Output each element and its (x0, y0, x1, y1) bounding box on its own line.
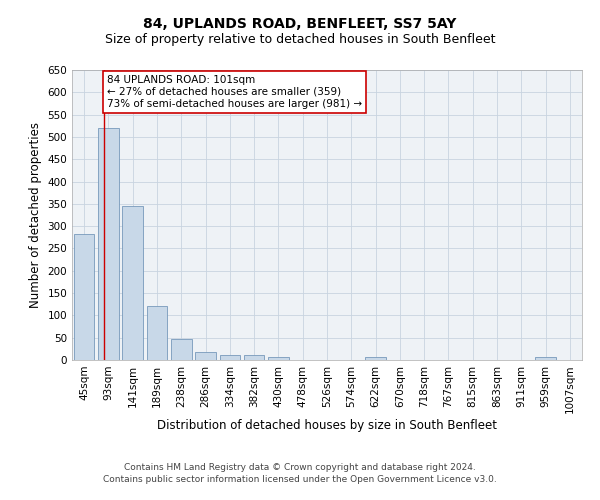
Text: 84, UPLANDS ROAD, BENFLEET, SS7 5AY: 84, UPLANDS ROAD, BENFLEET, SS7 5AY (143, 18, 457, 32)
Bar (122, 206, 143, 360)
Text: Contains HM Land Registry data © Crown copyright and database right 2024.: Contains HM Land Registry data © Crown c… (124, 464, 476, 472)
Y-axis label: Number of detached properties: Number of detached properties (29, 122, 42, 308)
Bar (74, 234, 94, 360)
Text: 84 UPLANDS ROAD: 101sqm
← 27% of detached houses are smaller (359)
73% of semi-d: 84 UPLANDS ROAD: 101sqm ← 27% of detache… (107, 76, 362, 108)
Bar (146, 306, 167, 360)
Bar (220, 355, 240, 360)
X-axis label: Distribution of detached houses by size in South Benfleet: Distribution of detached houses by size … (157, 419, 497, 432)
Bar (98, 128, 119, 360)
Bar (244, 355, 265, 360)
Text: Size of property relative to detached houses in South Benfleet: Size of property relative to detached ho… (105, 32, 495, 46)
Text: Contains public sector information licensed under the Open Government Licence v3: Contains public sector information licen… (103, 475, 497, 484)
Bar (268, 358, 289, 360)
Bar (535, 358, 556, 360)
Bar (171, 338, 191, 360)
Bar (365, 357, 386, 360)
Bar (195, 352, 216, 360)
